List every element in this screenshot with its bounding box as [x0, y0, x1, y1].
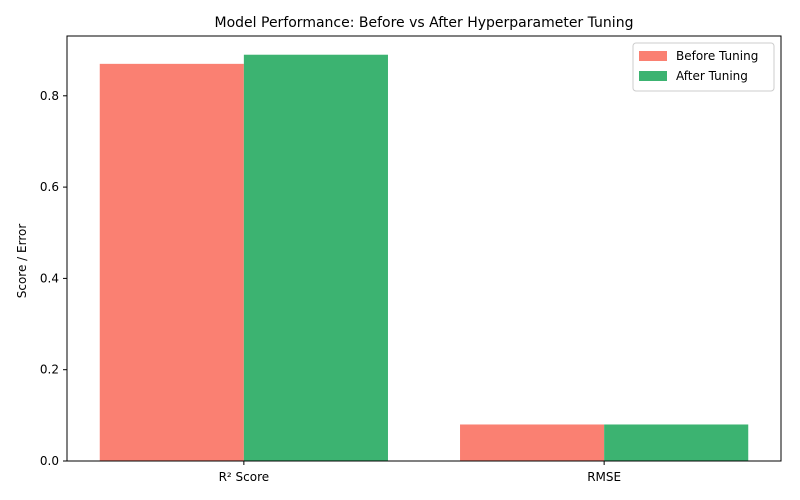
y-tick-label: 0.6 — [40, 180, 59, 194]
chart-title: Model Performance: Before vs After Hyper… — [215, 15, 634, 31]
y-axis-ticks: 0.0 0.2 0.4 0.6 0.8 — [40, 89, 67, 468]
legend: Before Tuning After Tuning — [632, 42, 775, 92]
bar-after-0 — [243, 54, 388, 462]
legend-swatch-after — [639, 71, 667, 81]
bar-before-0 — [99, 63, 244, 461]
y-tick-label: 0.4 — [40, 271, 59, 285]
bar-after-1 — [604, 424, 749, 461]
bar-before-1 — [460, 424, 605, 461]
y-tick-label: 0.2 — [40, 363, 59, 377]
legend-label-after: After Tuning — [676, 69, 748, 83]
legend-label-before: Before Tuning — [676, 49, 758, 63]
y-tick-label: 0.8 — [40, 89, 59, 103]
x-tick-label: RMSE — [587, 470, 621, 484]
plot-frame — [66, 35, 782, 462]
x-axis-ticks: R² Score RMSE — [219, 461, 621, 484]
legend-box — [632, 42, 775, 92]
x-tick-label: R² Score — [219, 470, 270, 484]
y-axis-title: Score / Error — [15, 224, 29, 299]
bars-layer — [99, 54, 749, 462]
y-tick-label: 0.0 — [40, 454, 59, 468]
legend-swatch-before — [639, 51, 667, 61]
